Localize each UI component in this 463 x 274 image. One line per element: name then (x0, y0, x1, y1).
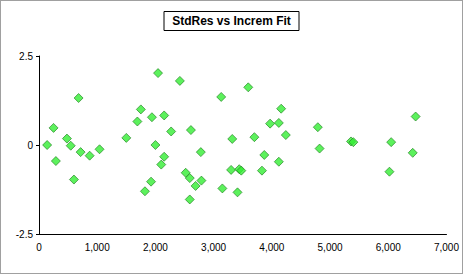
svg-text:2.5: 2.5 (19, 51, 33, 62)
svg-text:3,000: 3,000 (201, 242, 226, 253)
svg-text:5,000: 5,000 (318, 242, 343, 253)
svg-text:-2.5: -2.5 (16, 229, 34, 240)
svg-text:StdRes vs Increm Fit: StdRes vs Increm Fit (172, 14, 291, 28)
svg-text:1,000: 1,000 (85, 242, 110, 253)
svg-text:0: 0 (36, 242, 42, 253)
svg-text:0: 0 (27, 140, 33, 151)
svg-text:4,000: 4,000 (259, 242, 284, 253)
svg-text:2,000: 2,000 (143, 242, 168, 253)
svg-text:6,000: 6,000 (376, 242, 401, 253)
svg-text:7,000: 7,000 (434, 242, 459, 253)
